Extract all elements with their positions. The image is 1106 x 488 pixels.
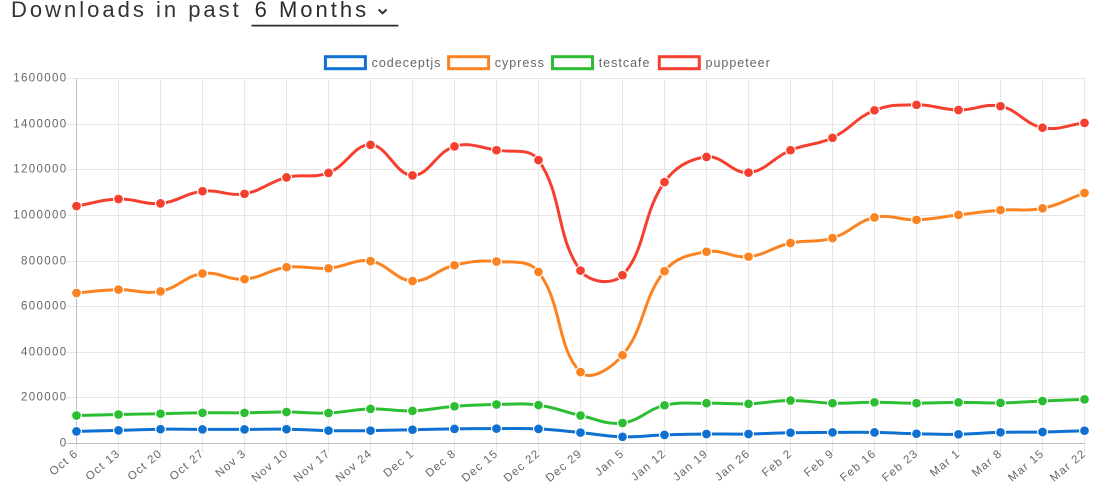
svg-text:400000: 400000 xyxy=(21,347,67,359)
svg-text:600000: 600000 xyxy=(21,301,67,313)
svg-text:6 Months: 6 Months xyxy=(255,0,370,22)
svg-text:Downloads in past: Downloads in past xyxy=(11,0,242,22)
svg-text:1000000: 1000000 xyxy=(13,210,67,222)
svg-text:cypress: cypress xyxy=(495,56,545,70)
svg-text:1400000: 1400000 xyxy=(13,119,67,131)
svg-text:testcafe: testcafe xyxy=(599,56,651,70)
svg-text:codeceptjs: codeceptjs xyxy=(372,56,442,70)
svg-text:800000: 800000 xyxy=(21,256,67,268)
svg-text:1200000: 1200000 xyxy=(13,164,67,176)
svg-text:1600000: 1600000 xyxy=(13,73,67,85)
svg-text:puppeteer: puppeteer xyxy=(706,56,771,70)
svg-text:0: 0 xyxy=(60,438,68,450)
svg-text:200000: 200000 xyxy=(21,392,67,404)
